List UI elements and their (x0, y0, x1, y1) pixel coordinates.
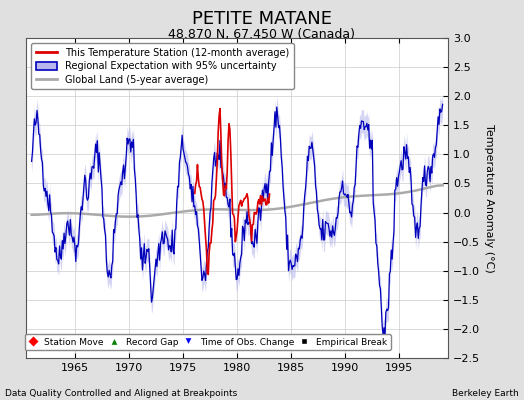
Y-axis label: Temperature Anomaly (°C): Temperature Anomaly (°C) (484, 124, 494, 272)
Text: Berkeley Earth: Berkeley Earth (452, 389, 519, 398)
Text: 48.870 N, 67.450 W (Canada): 48.870 N, 67.450 W (Canada) (169, 28, 355, 41)
Legend: Station Move, Record Gap, Time of Obs. Change, Empirical Break: Station Move, Record Gap, Time of Obs. C… (25, 334, 390, 350)
Text: Data Quality Controlled and Aligned at Breakpoints: Data Quality Controlled and Aligned at B… (5, 389, 237, 398)
Text: PETITE MATANE: PETITE MATANE (192, 10, 332, 28)
